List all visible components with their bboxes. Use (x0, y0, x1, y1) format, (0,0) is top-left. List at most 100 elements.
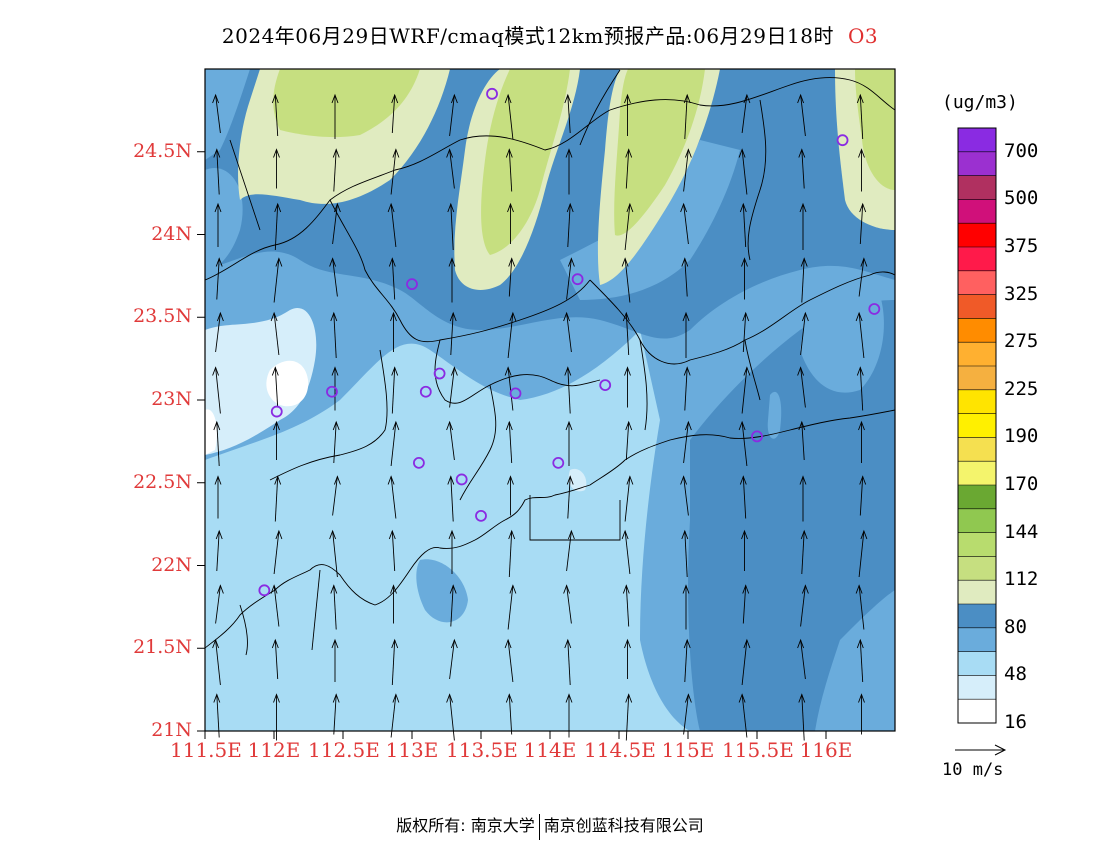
wind-arrow (449, 93, 458, 137)
wind-arrow (332, 693, 340, 735)
wind-arrow (738, 420, 748, 467)
wind-arrow (800, 311, 809, 356)
wind-arrow (387, 202, 397, 248)
colorbar-swatch (958, 128, 996, 153)
lat-tick-label: 21N (151, 719, 192, 741)
wind-arrow (566, 475, 574, 519)
station-marker (571, 273, 584, 286)
wind-arrow (273, 693, 280, 741)
wind-arrow (683, 638, 691, 683)
colorbar-swatch (958, 223, 996, 248)
wind-arrow (683, 148, 692, 192)
wind-arrow (447, 475, 455, 522)
concentration-field (205, 69, 895, 731)
wind-arrow (391, 366, 399, 414)
wind-arrow (215, 311, 224, 353)
wind-arrow (565, 148, 573, 195)
colorbar-label: 500 (1004, 187, 1039, 210)
lat-tick-label: 23N (151, 388, 192, 410)
colorbar-label: 144 (1004, 520, 1039, 543)
wind-arrow (566, 529, 575, 572)
wind-arrow (683, 693, 692, 735)
colorbar-swatch (958, 556, 996, 581)
lat-tick-label: 22N (151, 553, 192, 576)
wind-arrow (621, 257, 631, 303)
wind-arrow (739, 475, 747, 519)
colorbar-swatch (958, 294, 996, 319)
wind-arrow (390, 148, 400, 195)
wind-arrow (742, 311, 750, 353)
wind-arrow (446, 693, 455, 741)
wind-arrow (273, 257, 283, 303)
company-text: 南京创蓝科技有限公司 (543, 816, 704, 835)
wind-arrow (858, 148, 865, 192)
wind-arrow (681, 257, 689, 297)
station-marker (406, 278, 418, 291)
wind-arrow (446, 148, 455, 189)
wind-arrow (214, 202, 222, 247)
wind-arrow (622, 584, 630, 627)
wind-arrow (563, 584, 572, 624)
station-marker (868, 303, 881, 315)
wind-arrow (331, 93, 339, 139)
station-marker (270, 405, 283, 418)
wind-arrow (271, 366, 279, 408)
wind-arrow (215, 584, 224, 624)
wind-arrow (624, 638, 631, 679)
colorbar-label: 80 (1004, 615, 1027, 638)
wind-arrow (507, 311, 517, 359)
station-marker (455, 473, 468, 486)
wind-arrow (563, 311, 572, 353)
wind-arrow (447, 202, 455, 251)
wind-arrow (270, 584, 280, 627)
wind-arrow (271, 638, 279, 680)
wind-arrow (505, 693, 513, 735)
wind-arrow (738, 693, 748, 738)
wind-arrow (741, 257, 748, 300)
wind-arrow (622, 311, 630, 356)
station-marker (552, 456, 565, 469)
wind-arrow (507, 475, 514, 516)
wind-arrow (212, 366, 221, 414)
wind-arrow (564, 638, 572, 686)
colorbar-label: 700 (1004, 139, 1039, 162)
wind-arrow (683, 366, 691, 411)
wind-arrow (330, 584, 338, 630)
wind-arrow (329, 257, 338, 297)
station-marker (419, 385, 432, 398)
wind-arrow (508, 529, 516, 578)
colorbar-swatch (958, 389, 996, 414)
wind-arrow (331, 366, 339, 411)
wind-arrow (388, 529, 396, 572)
colorbar-swatch (958, 342, 996, 367)
wind-arrow (505, 148, 513, 192)
station-marker (475, 509, 487, 522)
wind-arrow (800, 529, 808, 575)
wind-arrow (504, 93, 514, 140)
wind-arrow (566, 257, 575, 300)
wind-arrow (683, 420, 692, 464)
wind-arrow (859, 475, 867, 516)
wind-arrow (507, 584, 517, 630)
colorbar-swatch (958, 461, 996, 486)
lon-tick-label: 111.5E (170, 738, 242, 762)
wind-arrow (742, 584, 750, 624)
chart-title: 2024年06月29日WRF/cmaq模式12km预报产品:06月29日18时 O… (0, 20, 1100, 49)
colorbar-label: 170 (1004, 473, 1039, 495)
wind-arrow (625, 148, 633, 189)
colorbar-swatch (958, 151, 996, 176)
monitoring-stations (258, 87, 881, 597)
colorbar-swatch (958, 508, 996, 533)
wind-arrow (624, 93, 631, 136)
vector-reference-label: 10 m/s (942, 760, 1004, 780)
colorbar-swatch (958, 532, 996, 557)
wind-arrow (682, 311, 690, 358)
wind-arrow (797, 93, 806, 137)
copyright-footer: 版权所有: 南京大学 南京创蓝科技有限公司 (0, 812, 1100, 840)
wind-arrow (213, 148, 221, 195)
wind-arrow (449, 638, 458, 680)
wind-arrow (449, 366, 458, 408)
colorbar-swatch (958, 270, 996, 295)
wind-arrow (448, 257, 456, 303)
colorbar-label: 112 (1004, 568, 1039, 591)
